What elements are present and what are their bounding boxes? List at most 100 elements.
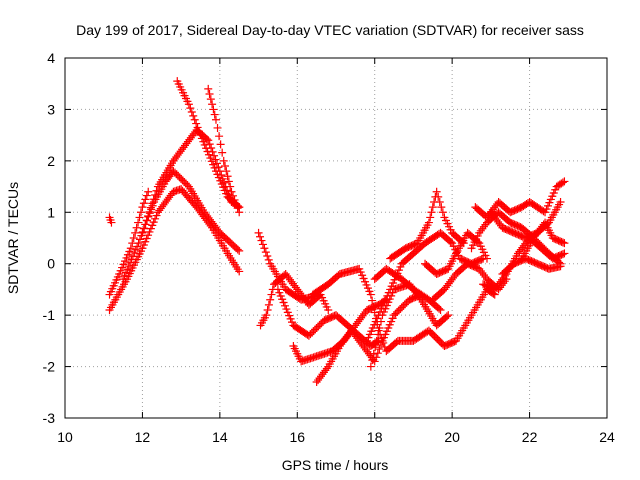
data-point — [275, 288, 284, 297]
series-track-9 — [256, 270, 325, 330]
data-point — [368, 296, 377, 305]
data-point — [213, 123, 222, 132]
data-point — [149, 218, 158, 227]
data-point — [142, 234, 151, 243]
data-point — [205, 90, 214, 98]
data-point — [134, 239, 143, 248]
data-point — [129, 234, 138, 242]
data-point — [283, 308, 292, 317]
data-point — [202, 144, 211, 153]
data-point — [558, 250, 567, 259]
data-point — [233, 245, 242, 254]
data-point — [128, 252, 137, 261]
data-point — [146, 203, 155, 212]
data-point — [477, 255, 486, 264]
data-point — [366, 290, 375, 299]
data-point — [142, 191, 151, 200]
data-point — [144, 212, 153, 221]
data-point — [478, 224, 487, 233]
data-point — [215, 132, 224, 141]
data-point — [282, 305, 291, 314]
data-point — [322, 364, 331, 373]
y-tick-label: 3 — [47, 101, 55, 117]
data-point — [258, 240, 267, 249]
data-point — [432, 187, 441, 196]
x-tick-labels: 10 12 14 16 18 20 22 24 — [57, 429, 615, 445]
data-point — [558, 238, 567, 247]
data-point — [556, 198, 565, 206]
series-track-1 — [105, 213, 116, 227]
y-tick-labels: -3 -2 -1 0 1 2 3 4 — [43, 50, 56, 426]
data-point — [267, 290, 276, 299]
data-point — [152, 211, 161, 220]
data-point — [369, 349, 378, 358]
data-point — [219, 156, 228, 165]
data-point — [131, 245, 140, 254]
data-point — [288, 318, 297, 327]
data-point — [151, 214, 160, 223]
data-point — [263, 252, 272, 260]
data-point — [438, 208, 447, 217]
series-track-7 — [204, 84, 244, 217]
data-point — [444, 311, 453, 320]
data-point — [222, 167, 231, 176]
data-point — [120, 271, 129, 280]
y-axis-title: SDTVAR / TECUs — [5, 182, 21, 294]
data-point — [475, 228, 484, 237]
data-point — [324, 306, 333, 314]
data-point — [216, 140, 225, 149]
series-track-8 — [254, 228, 333, 314]
data-point — [138, 244, 147, 253]
data-point — [556, 262, 565, 271]
data-point — [286, 314, 295, 323]
data-point — [278, 295, 287, 304]
data-point — [218, 148, 227, 157]
data-point — [273, 285, 282, 294]
data-point — [261, 248, 270, 257]
data-point — [211, 115, 220, 124]
series-track-6 — [173, 77, 244, 212]
data-point — [195, 127, 204, 136]
data-point — [285, 311, 294, 320]
series-track-21 — [471, 177, 569, 222]
data-point — [437, 203, 446, 212]
data-point — [276, 291, 285, 300]
data-point — [209, 160, 218, 169]
data-point — [266, 295, 275, 304]
data-point — [148, 221, 157, 230]
x-tick-label: 18 — [367, 429, 383, 445]
data-point — [475, 264, 484, 273]
data-point — [209, 105, 218, 114]
data-point — [262, 311, 271, 320]
data-point — [126, 244, 135, 253]
data-point — [203, 147, 212, 156]
data-point — [424, 218, 433, 227]
y-tick-label: -1 — [43, 307, 56, 323]
data-point — [187, 108, 196, 116]
y-tick-label: 0 — [47, 256, 55, 272]
data-point — [142, 216, 151, 225]
x-tick-label: 14 — [212, 429, 228, 445]
data-point — [135, 235, 144, 244]
data-point — [232, 200, 241, 209]
x-tick-label: 10 — [57, 429, 73, 445]
data-point — [204, 84, 213, 93]
data-point — [199, 137, 208, 146]
series-track-3 — [105, 185, 244, 314]
data-point — [427, 208, 436, 217]
x-axis-title: GPS time / hours — [282, 457, 389, 473]
series-track-2 — [105, 187, 153, 299]
data-point — [144, 231, 153, 240]
data-point — [139, 199, 148, 208]
data-point — [135, 213, 144, 222]
data-point — [223, 172, 232, 181]
data-point — [371, 343, 380, 352]
data-point — [208, 100, 217, 109]
data-point — [560, 249, 569, 258]
data-point — [130, 248, 139, 257]
data-point — [256, 232, 265, 241]
data-point — [235, 267, 244, 276]
data-point — [141, 220, 150, 229]
data-point — [121, 268, 130, 277]
